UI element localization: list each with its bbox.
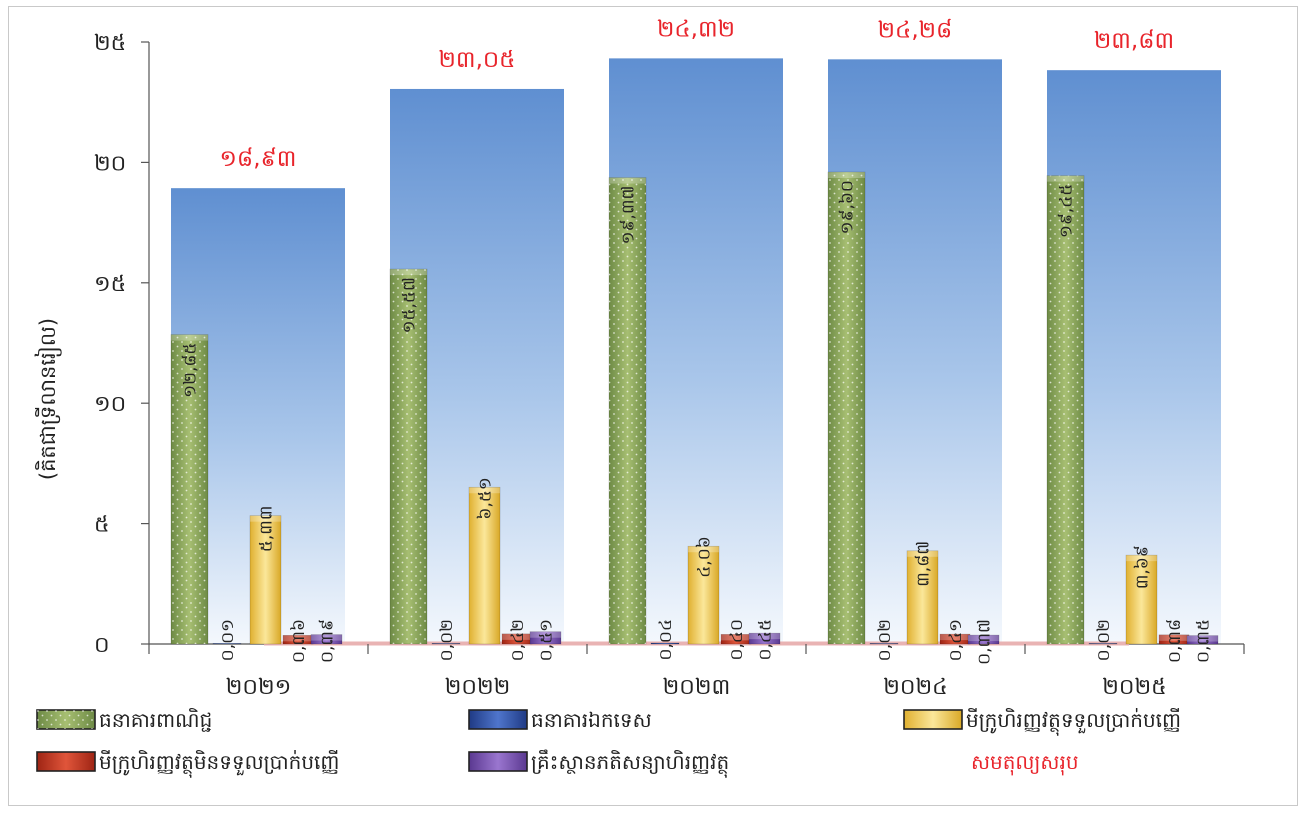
data-label: ៣,៨៧: [914, 541, 934, 587]
data-label: ០,៥១: [537, 619, 557, 661]
bar: [468, 486, 501, 645]
total-label: ២៣,៨៣: [1094, 28, 1174, 54]
bar: [748, 632, 781, 645]
data-label: ០,៤៥: [756, 619, 776, 661]
bar-bevel: [390, 269, 427, 276]
y-tick-label: ១០: [94, 392, 126, 417]
data-label: ១៩,៦០: [838, 180, 858, 234]
bar: [529, 631, 562, 645]
bar-bevel: [749, 633, 780, 640]
data-label: ០,៣៧: [975, 619, 995, 665]
bar-bevel: [968, 635, 999, 642]
x-tick-label: ២០២២: [445, 675, 511, 700]
chart-frame: ០៥១០ ១៥ ២០ ២៥ ២០២១ ២០២២ ២០២៣ ២០២៤ ២០២៥ ១៨,៩៣ ២៣,០…: [8, 6, 1298, 806]
data-label: ៦,៥១: [476, 477, 496, 519]
legend-label: មីក្រូហិរញ្ញវត្ថុទទួលប្រាក់បញ្ញើ: [966, 707, 1181, 736]
data-label: ០,៣៩: [318, 619, 338, 663]
bar-bevel: [311, 634, 342, 641]
total-label: ១៨,៩៣: [220, 146, 297, 172]
data-label: ៣,៦៩: [1133, 545, 1153, 589]
legend-swatch: [468, 709, 528, 730]
bar: [212, 643, 242, 645]
bar-bevel: [530, 631, 561, 638]
bar-bevel: [907, 550, 938, 557]
bar: [1125, 554, 1158, 645]
total-label: ២៣,០៥: [439, 47, 516, 73]
bar-bevel: [721, 634, 751, 641]
legend-label: គ្រឹះស្ថានភតិសន្យាហិរញ្ញវត្ថុ: [531, 749, 729, 778]
data-label: ០,០២: [875, 619, 895, 661]
bar-texture: [171, 334, 208, 644]
bar-bevel: [828, 172, 865, 179]
y-tick-label: ២០: [94, 151, 126, 176]
bar-bevel: [1187, 635, 1218, 642]
data-label: ០,៣៨: [1165, 619, 1185, 663]
bar-bevel: [469, 487, 500, 494]
x-tick-label: ២០២៣: [663, 675, 731, 700]
bar-texture: [609, 177, 646, 644]
total-label: ២៤,៣២: [657, 16, 735, 42]
total-label: ២៤,២៨: [878, 17, 953, 43]
legend-total-label: សមតុល្យសរុប: [971, 750, 1079, 776]
data-label: ០,៣៥: [1194, 619, 1214, 663]
bar-bevel: [609, 177, 646, 184]
data-label: ១៩,៣៧: [619, 186, 639, 245]
bar-bevel: [502, 633, 532, 640]
bar: [650, 642, 680, 645]
legend-label: ធនាគារពាណិជ្ជ: [99, 707, 212, 732]
legend-label: មីក្រូហិរញ្ញវត្ថុមិនទទួលប្រាក់បញ្ញើ: [99, 749, 339, 778]
data-label: ០,៤១: [946, 619, 966, 661]
bar-texture: [390, 269, 427, 644]
x-tick-label: ២០២១: [226, 675, 292, 700]
y-tick-label: ៥: [94, 513, 110, 538]
bar: [310, 634, 343, 645]
bar-bevel: [1126, 555, 1157, 562]
data-label: ០,៣៦: [289, 619, 309, 663]
y-tick-label: ០: [94, 633, 110, 658]
x-tick-label: ២០២៤: [883, 675, 947, 700]
y-axis-title: (គិតជាទ្រីលានរៀល): [34, 318, 62, 480]
data-label: ០,០១: [218, 619, 238, 661]
bar-bevel: [1047, 175, 1084, 182]
data-label: ៤,០៦: [695, 536, 715, 578]
bar-bevel: [171, 334, 208, 341]
data-label: ១៥,៥៧: [400, 277, 420, 333]
bar: [906, 550, 939, 645]
data-label: ០,០៤: [656, 619, 676, 661]
bar-bevel: [283, 635, 313, 642]
bar: [249, 515, 282, 645]
bar: [431, 643, 461, 645]
x-tick-label: ២០២៥: [1102, 675, 1166, 700]
legend-swatch: [36, 751, 96, 772]
y-tick-label: ២៥: [94, 31, 126, 56]
legend-swatch-texture: [37, 710, 95, 729]
data-label: ៥,៣៣: [257, 506, 277, 552]
data-label: ០,០២: [1094, 619, 1114, 661]
data-label: ០,៤០: [727, 619, 747, 661]
legend: ធនាគារពាណិជ្ជ ធនាគារឯកទេស មីក្រូហិរញ្ញវត្ថ…: [36, 707, 1181, 778]
data-label: ១២,៨៥: [181, 343, 201, 398]
bar-bevel: [250, 515, 281, 522]
legend-swatch: [903, 709, 963, 730]
series-bars: [170, 171, 1219, 645]
data-label: ១៩,៤៥: [1057, 184, 1077, 238]
bar: [869, 643, 899, 645]
data-label: ០,៤២: [508, 619, 528, 661]
y-tick-label: ១៥: [94, 272, 126, 297]
bar-bevel: [1159, 634, 1189, 641]
bar-bevel: [688, 546, 719, 553]
bar: [687, 545, 720, 645]
data-label: ០,០២: [437, 619, 457, 661]
bar: [967, 634, 1000, 645]
bar-texture: [828, 172, 865, 645]
bar-bevel: [940, 634, 970, 641]
legend-label: ធនាគារឯកទេស: [531, 708, 652, 732]
legend-swatch: [468, 751, 528, 772]
bar: [1088, 643, 1118, 645]
bar: [1186, 635, 1219, 645]
bar-texture: [1047, 175, 1084, 645]
